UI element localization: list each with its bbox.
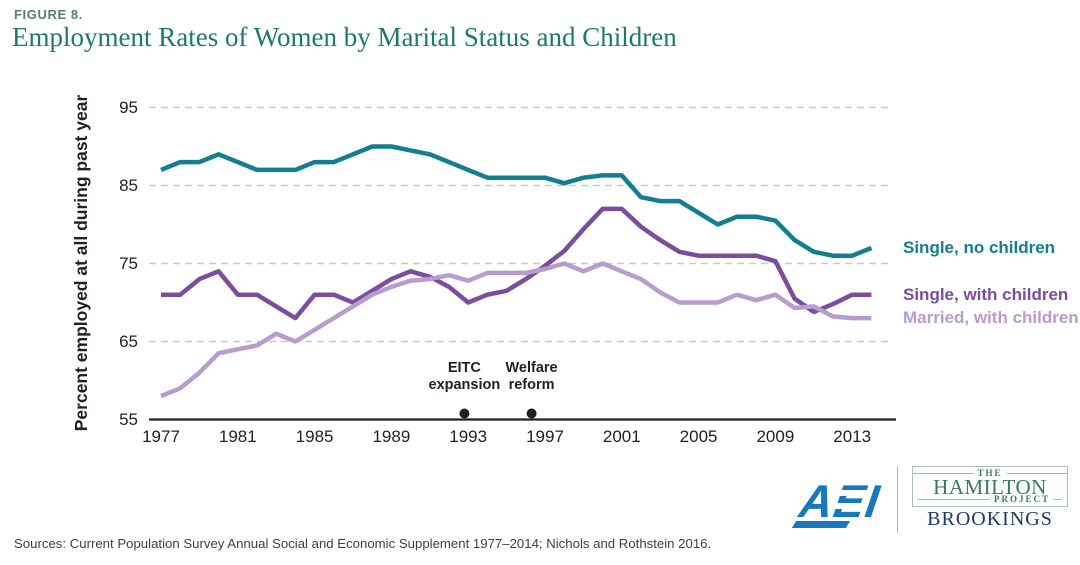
annotation-line: Welfare bbox=[505, 360, 558, 376]
y-tick-label: 95 bbox=[119, 97, 138, 117]
aei-logo-swoosh bbox=[791, 521, 851, 528]
aei-logo-text: AEI bbox=[796, 475, 884, 527]
legend-single-with-children: Single, with children bbox=[903, 284, 1069, 304]
x-tick-label: 1981 bbox=[218, 427, 257, 446]
annotation-welfare-reform: Welfare reform bbox=[462, 360, 602, 393]
annotation-dot bbox=[459, 408, 470, 419]
x-tick-label: 1977 bbox=[142, 427, 180, 446]
logo-divider bbox=[897, 466, 898, 533]
brookings-logo: BROOKINGS bbox=[927, 508, 1053, 530]
series-line bbox=[161, 206, 872, 321]
y-tick-label: 75 bbox=[119, 253, 138, 273]
legend-married-with-children: Married, with children bbox=[903, 308, 1079, 328]
aei-logo-stripe bbox=[833, 503, 868, 509]
y-tick-label: 85 bbox=[119, 175, 138, 195]
figure-number-label: FIGURE 8. bbox=[14, 7, 83, 22]
source-note: Sources: Current Population Survey Annua… bbox=[14, 536, 712, 551]
annotation-line: expansion bbox=[428, 376, 501, 393]
x-tick-label: 2005 bbox=[679, 427, 718, 446]
x-tick-label: 1989 bbox=[372, 427, 411, 446]
y-tick-label: 65 bbox=[119, 331, 138, 351]
x-tick-label: 2009 bbox=[756, 427, 795, 446]
hamilton-logo-project: PROJECT bbox=[918, 494, 1062, 504]
hamilton-logo-the: THE bbox=[913, 468, 1067, 478]
series-line bbox=[160, 144, 873, 258]
page-title: Employment Rates of Women by Marital Sta… bbox=[12, 22, 677, 52]
annotation-dot bbox=[526, 408, 537, 419]
annotation-line: reform bbox=[508, 376, 555, 393]
x-tick-label: 1993 bbox=[449, 427, 488, 446]
x-tick-label: 1985 bbox=[295, 427, 334, 446]
hamilton-project-logo: THE HAMILTON PROJECT bbox=[912, 466, 1068, 507]
x-tick-label: 2001 bbox=[602, 427, 641, 446]
y-axis-title: Percent employed at all during past year bbox=[71, 94, 91, 432]
x-tick-label: 1997 bbox=[526, 427, 564, 446]
series-line bbox=[160, 261, 872, 399]
x-tick-label: 2013 bbox=[833, 427, 872, 446]
annotation-line: EITC bbox=[447, 360, 481, 376]
y-tick-label: 55 bbox=[119, 409, 138, 429]
annotation-eitc-expansion: EITC expansion bbox=[394, 360, 534, 393]
aei-logo-stripe bbox=[836, 490, 871, 496]
aei-logo: AEI bbox=[791, 475, 900, 535]
legend-single-no-children: Single, no children bbox=[903, 237, 1056, 257]
